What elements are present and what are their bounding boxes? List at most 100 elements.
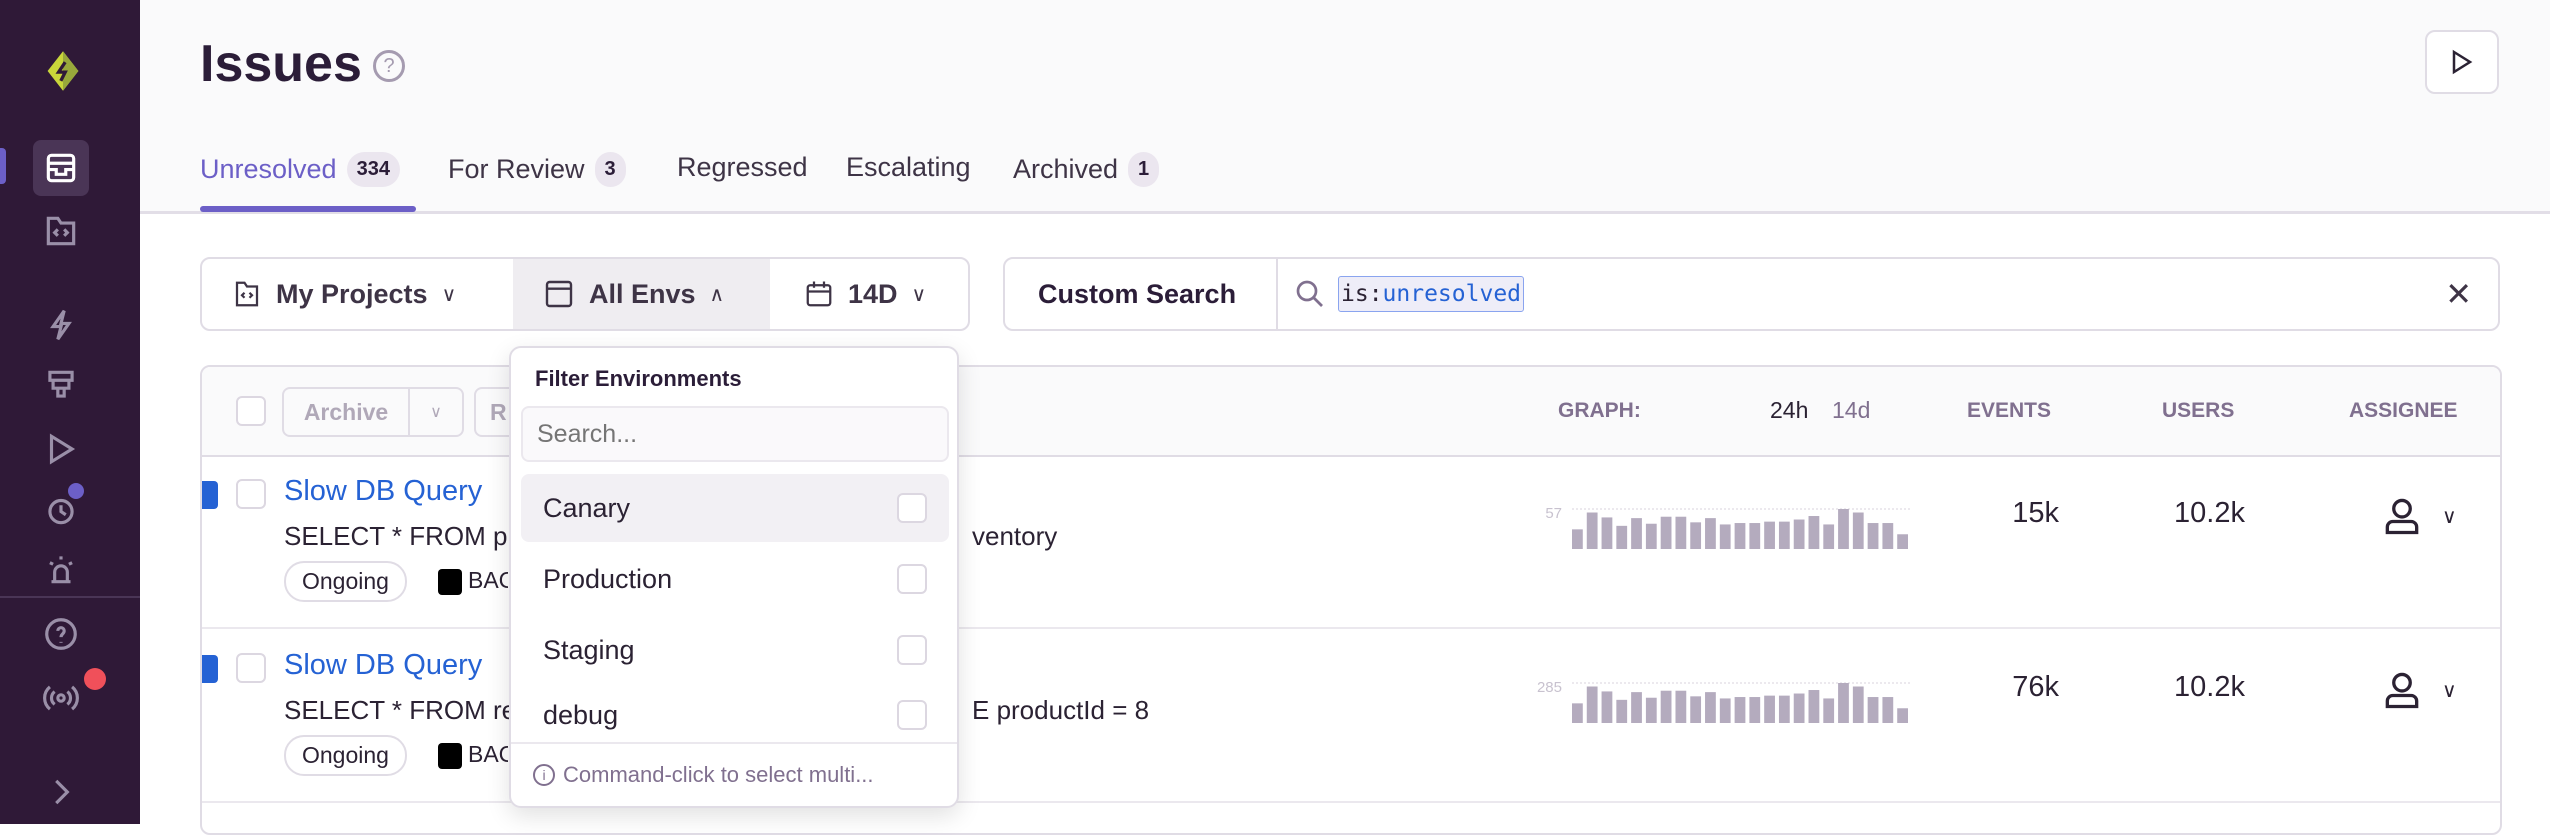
assignee-selector[interactable]: ∨ [2380, 493, 2457, 539]
sparkline-bar [1690, 522, 1702, 549]
issue-title-link[interactable]: Slow DB Query [284, 649, 483, 681]
sparkline-bar [1734, 697, 1746, 723]
search-token-key: is: [1341, 281, 1383, 307]
graph-label: GRAPH: [1558, 399, 1641, 422]
sparkline-bar [1690, 696, 1702, 723]
environment-option-debug[interactable]: debug [521, 687, 949, 743]
tab-escalating[interactable]: Escalating [846, 152, 971, 183]
option-checkbox[interactable] [897, 635, 927, 665]
notification-dot-red [84, 668, 106, 690]
archive-options-chevron-icon[interactable]: ∨ [430, 404, 442, 421]
help-icon[interactable] [38, 611, 84, 657]
project-avatar-icon [438, 569, 462, 595]
issue-checkbox[interactable] [236, 653, 266, 683]
project-avatar-icon [438, 743, 462, 769]
saved-search-button[interactable]: Custom Search [1005, 259, 1278, 329]
sparkline-bar [1778, 695, 1790, 723]
sidebar-divider [0, 596, 140, 598]
clear-search-icon[interactable]: ✕ [2445, 276, 2472, 312]
status-badge: Ongoing [284, 735, 407, 776]
sparkline-bar [1675, 516, 1687, 549]
sparkline-bar [1793, 519, 1805, 549]
archive-button[interactable]: Archive [284, 389, 410, 435]
sparkline-bar [1838, 683, 1849, 723]
user-icon [2385, 672, 2419, 709]
sidebar [0, 0, 140, 824]
environment-option-staging[interactable]: Staging [521, 616, 949, 684]
environment-option-canary[interactable]: Canary [521, 474, 949, 542]
tab-label: For Review [448, 154, 585, 184]
count-badge: 3 [594, 152, 626, 187]
sparkline-bar [1572, 529, 1583, 549]
option-label: Canary [543, 492, 631, 523]
sparkline-bar [1823, 524, 1835, 549]
option-checkbox[interactable] [897, 700, 927, 730]
sparkline-bar [1616, 525, 1628, 549]
count-badge: 334 [346, 152, 400, 187]
performance-bolt-icon[interactable] [38, 302, 84, 348]
sparkline-bar [1897, 534, 1908, 549]
replays-play-icon[interactable] [38, 426, 84, 472]
date-range-selector[interactable]: 14D ∨ [770, 259, 956, 329]
sparkline-bar [1882, 697, 1894, 723]
search-icon [1296, 280, 1323, 307]
assignee-column-header: ASSIGNEE [2349, 399, 2458, 422]
sparkline-bar [1823, 698, 1835, 723]
select-all-checkbox[interactable] [236, 396, 266, 426]
graph-14d-toggle[interactable]: 14d [1832, 397, 1871, 423]
search-token[interactable]: is:unresolved [1338, 276, 1525, 312]
search-input[interactable]: is:unresolved ✕ [1278, 259, 2498, 329]
graph-24h-toggle[interactable]: 24h [1770, 397, 1809, 423]
users-count: 10.2k [2174, 497, 2245, 529]
sparkline-bar [1749, 697, 1761, 723]
sparkline-bar [1616, 699, 1628, 723]
environment-search-input[interactable] [521, 406, 949, 462]
tab-for-review[interactable]: For Review 3 [448, 152, 626, 187]
sparkline-bar [1586, 512, 1598, 549]
project-name[interactable]: BAC [468, 741, 508, 767]
date-range-label: 14D [848, 278, 898, 309]
assignee-selector[interactable]: ∨ [2380, 667, 2457, 713]
sparkline-bar [1631, 692, 1642, 723]
help-question-icon[interactable]: ? [373, 50, 405, 82]
tab-regressed[interactable]: Regressed [677, 152, 808, 183]
page-header [140, 0, 2550, 214]
users-column-header: USERS [2162, 399, 2235, 422]
option-checkbox[interactable] [897, 493, 927, 523]
issue-checkbox[interactable] [236, 479, 266, 509]
issues-inbox-icon[interactable] [33, 140, 89, 196]
sparkline-bar [1660, 516, 1672, 549]
events-count: 15k [2012, 497, 2059, 529]
dashboards-icon[interactable] [38, 362, 84, 408]
project-selector[interactable]: My Projects ∨ [202, 259, 513, 329]
logo-icon[interactable] [40, 48, 86, 94]
projects-folder-icon[interactable] [38, 208, 84, 254]
tab-archived[interactable]: Archived 1 [1013, 152, 1160, 187]
alerts-siren-icon[interactable] [38, 546, 84, 592]
info-icon: i [533, 764, 555, 786]
tab-label: Escalating [846, 152, 971, 182]
project-name[interactable]: BAC [468, 567, 508, 593]
page-title: Issues [200, 35, 362, 93]
play-icon [2452, 49, 2473, 75]
option-checkbox[interactable] [897, 564, 927, 594]
environment-option-production[interactable]: Production [521, 545, 949, 613]
issue-title-link[interactable]: Slow DB Query [284, 475, 483, 507]
chevron-up-icon: ∧ [709, 283, 725, 306]
collapse-chevron-right-icon[interactable] [38, 769, 84, 815]
sparkline-bar [1734, 523, 1746, 549]
option-label: Staging [543, 634, 635, 665]
chevron-down-icon: ∨ [441, 283, 457, 306]
environment-selector[interactable]: All Envs ∧ [513, 259, 770, 329]
events-column-header[interactable]: EVENTS [1967, 399, 2052, 422]
dropdown-title: Filter Environments [535, 366, 742, 391]
issue-message: SELECT * FROM re [284, 695, 517, 725]
sparkline-bar [1852, 512, 1864, 549]
releases-history-icon[interactable] [38, 487, 84, 533]
sparkline-bar [1793, 693, 1805, 723]
sparkline-bar [1705, 518, 1716, 549]
play-tour-button[interactable] [2425, 30, 2499, 94]
tab-unresolved[interactable]: Unresolved 334 [200, 152, 400, 187]
graph-max-label: 285 [1536, 679, 1562, 696]
broadcast-icon[interactable] [38, 675, 84, 721]
